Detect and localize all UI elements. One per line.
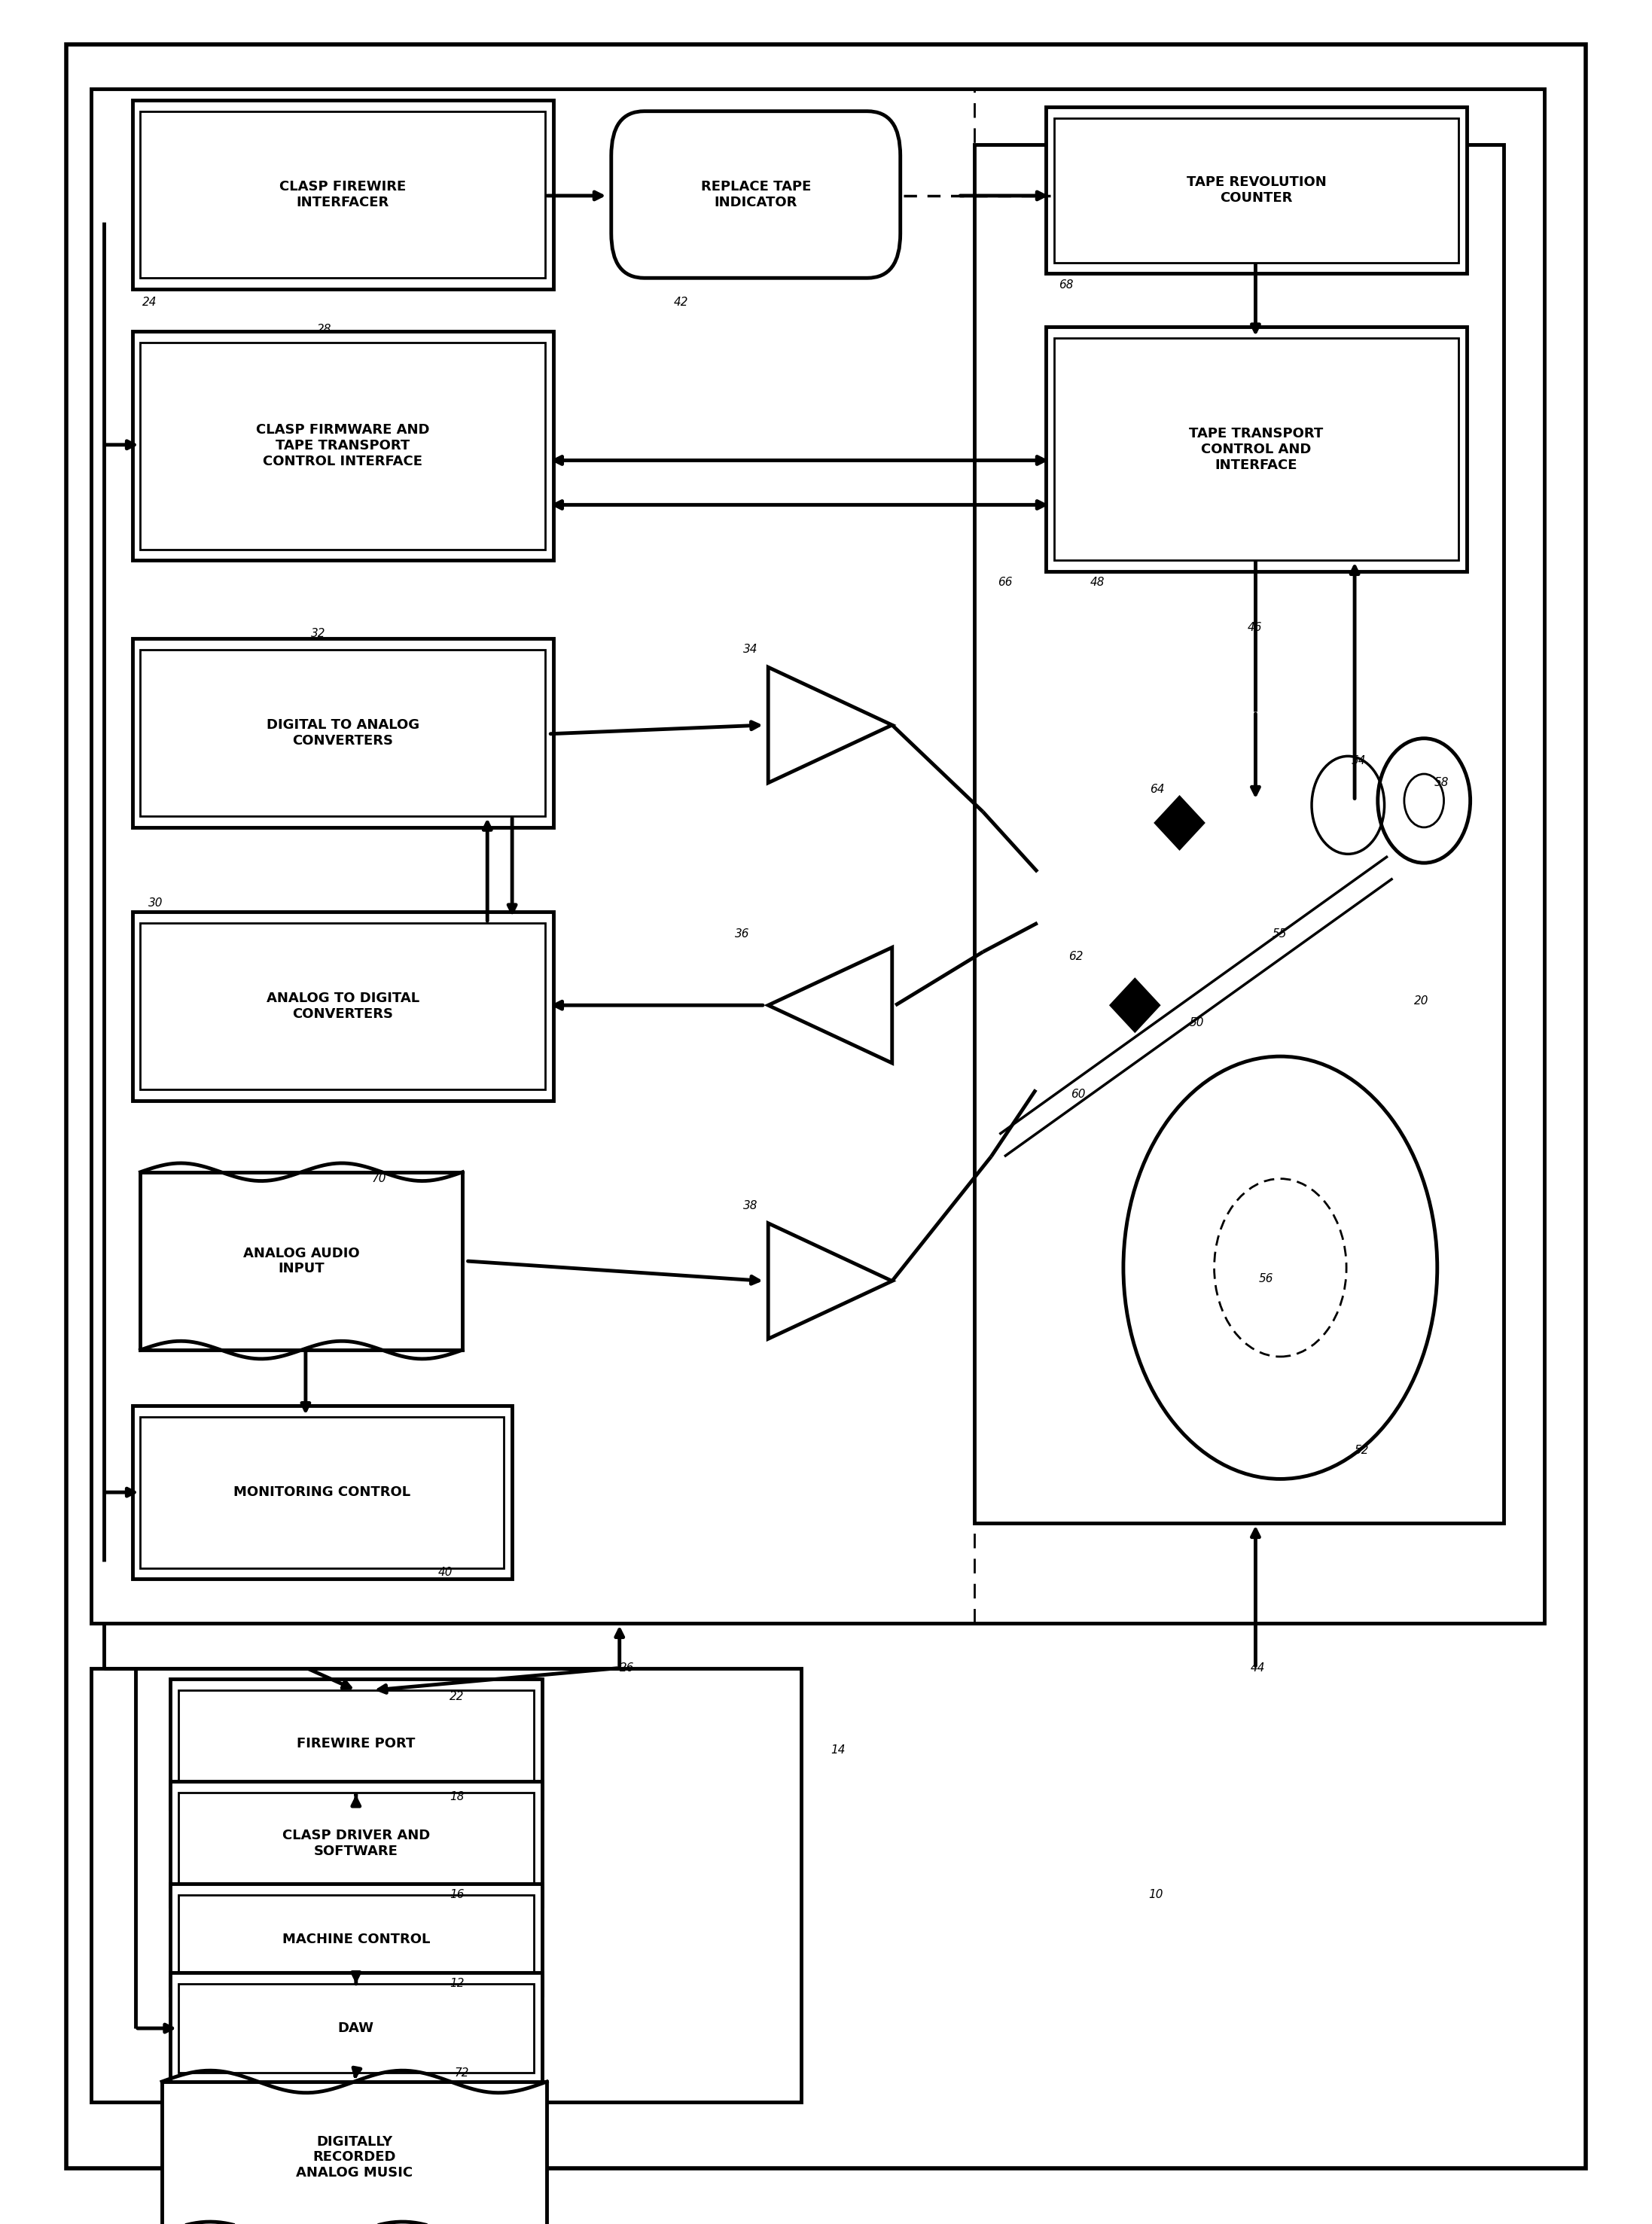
Bar — [140, 111, 545, 278]
Bar — [140, 1417, 504, 1568]
Text: 46: 46 — [1247, 620, 1262, 634]
Bar — [140, 923, 545, 1090]
Text: 56: 56 — [1259, 1272, 1274, 1285]
Text: DAW: DAW — [339, 2022, 373, 2035]
Text: DIGITALLY
RECORDED
ANALOG MUSIC: DIGITALLY RECORDED ANALOG MUSIC — [296, 2135, 413, 2180]
Text: 58: 58 — [1434, 776, 1449, 790]
Polygon shape — [768, 667, 892, 783]
Text: CLASP FIREWIRE
INTERFACER: CLASP FIREWIRE INTERFACER — [279, 180, 406, 209]
Text: TAPE REVOLUTION
COUNTER: TAPE REVOLUTION COUNTER — [1186, 176, 1327, 205]
Text: ANALOG TO DIGITAL
CONVERTERS: ANALOG TO DIGITAL CONVERTERS — [266, 992, 420, 1021]
Bar — [170, 1973, 542, 2084]
Text: 64: 64 — [1150, 783, 1165, 796]
Bar — [91, 1668, 801, 2102]
Bar — [132, 912, 553, 1101]
Text: 40: 40 — [438, 1566, 453, 1579]
Bar — [170, 1781, 542, 1906]
Text: 24: 24 — [142, 296, 157, 309]
Bar — [975, 145, 1503, 1523]
Text: CLASP FIRMWARE AND
TAPE TRANSPORT
CONTROL INTERFACE: CLASP FIRMWARE AND TAPE TRANSPORT CONTRO… — [256, 423, 430, 469]
Text: MACHINE CONTROL: MACHINE CONTROL — [282, 1933, 430, 1946]
Text: 42: 42 — [674, 296, 689, 309]
Polygon shape — [768, 1223, 892, 1339]
Text: 54: 54 — [1351, 754, 1366, 767]
Bar — [178, 1690, 534, 1797]
Text: 18: 18 — [449, 1790, 464, 1804]
Bar — [170, 1884, 542, 1995]
Bar — [140, 1172, 463, 1350]
Bar — [132, 331, 553, 560]
Text: REPLACE TAPE
INDICATOR: REPLACE TAPE INDICATOR — [700, 180, 811, 209]
Text: 20: 20 — [1414, 994, 1429, 1007]
Bar — [140, 649, 545, 816]
Polygon shape — [1110, 979, 1160, 1032]
Text: 44: 44 — [1251, 1661, 1265, 1675]
Bar — [132, 1406, 512, 1579]
FancyBboxPatch shape — [611, 111, 900, 278]
Bar — [170, 1679, 542, 1808]
Text: 55: 55 — [1272, 927, 1287, 941]
Text: TAPE TRANSPORT
CONTROL AND
INTERFACE: TAPE TRANSPORT CONTROL AND INTERFACE — [1189, 427, 1323, 471]
Bar — [178, 1984, 534, 2073]
Bar — [1054, 118, 1459, 262]
Text: 50: 50 — [1189, 1016, 1204, 1030]
Bar — [132, 638, 553, 827]
Text: 68: 68 — [1059, 278, 1074, 291]
Text: 16: 16 — [449, 1888, 464, 1902]
Bar — [1046, 107, 1467, 274]
Text: 70: 70 — [372, 1172, 387, 1185]
Text: 66: 66 — [998, 576, 1013, 589]
Bar — [178, 1793, 534, 1895]
Text: 12: 12 — [449, 1977, 464, 1990]
Bar — [162, 2082, 547, 2224]
Text: 32: 32 — [311, 627, 325, 641]
Text: 48: 48 — [1090, 576, 1105, 589]
Text: 28: 28 — [317, 322, 332, 336]
Text: 60: 60 — [1070, 1088, 1085, 1101]
Text: 30: 30 — [149, 896, 164, 910]
Bar — [178, 1895, 534, 1984]
Polygon shape — [768, 947, 892, 1063]
Text: FIREWIRE PORT: FIREWIRE PORT — [297, 1737, 415, 1750]
Bar — [1046, 327, 1467, 572]
Text: 10: 10 — [1148, 1888, 1163, 1902]
Text: ANALOG AUDIO
INPUT: ANALOG AUDIO INPUT — [243, 1245, 360, 1277]
Text: 26: 26 — [620, 1661, 634, 1675]
Text: 62: 62 — [1069, 950, 1084, 963]
Bar — [91, 89, 1545, 1624]
Text: 14: 14 — [831, 1744, 846, 1757]
Bar — [132, 100, 553, 289]
Text: 38: 38 — [743, 1199, 758, 1212]
Text: 34: 34 — [743, 643, 758, 656]
Bar — [140, 342, 545, 549]
Text: DIGITAL TO ANALOG
CONVERTERS: DIGITAL TO ANALOG CONVERTERS — [266, 718, 420, 747]
Text: 22: 22 — [449, 1690, 464, 1704]
Text: CLASP DRIVER AND
SOFTWARE: CLASP DRIVER AND SOFTWARE — [282, 1828, 430, 1859]
Polygon shape — [1155, 796, 1204, 850]
Text: 36: 36 — [735, 927, 750, 941]
Text: 52: 52 — [1355, 1443, 1370, 1457]
Text: MONITORING CONTROL: MONITORING CONTROL — [233, 1486, 411, 1499]
Bar — [1054, 338, 1459, 560]
Text: 72: 72 — [454, 2066, 469, 2079]
